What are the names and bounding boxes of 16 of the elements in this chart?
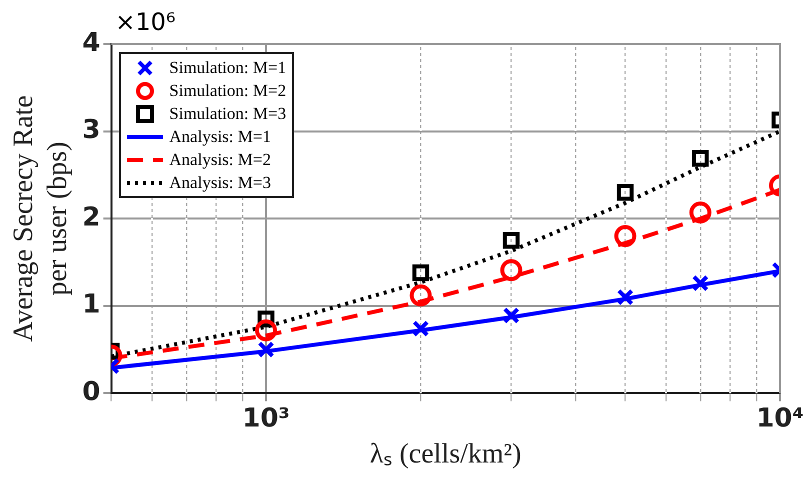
y-tick-label: 0 bbox=[82, 376, 100, 407]
legend-label: Analysis: M=3 bbox=[169, 172, 271, 194]
y-axis-title: Average Secrecy Rate per user (bps) bbox=[8, 95, 73, 342]
legend-label: Simulation: M=2 bbox=[169, 80, 286, 102]
x-tick-label: 10³ bbox=[242, 404, 290, 434]
legend-label: Analysis: M=1 bbox=[169, 126, 271, 148]
legend-label: Simulation: M=1 bbox=[169, 57, 286, 79]
y-tick-label: 1 bbox=[82, 290, 100, 320]
x-axis-title: λₛ (cells/km²) bbox=[370, 438, 522, 470]
y-tick-label: 3 bbox=[82, 115, 100, 146]
y-tick-label: 4 bbox=[82, 28, 100, 58]
legend-label: Simulation: M=3 bbox=[169, 103, 286, 125]
text: ×10⁶ bbox=[115, 8, 176, 36]
y-tick-label: 2 bbox=[82, 202, 100, 232]
legend-label: Analysis: M=2 bbox=[169, 149, 271, 171]
x-tick-label: 10⁴ bbox=[756, 404, 804, 434]
